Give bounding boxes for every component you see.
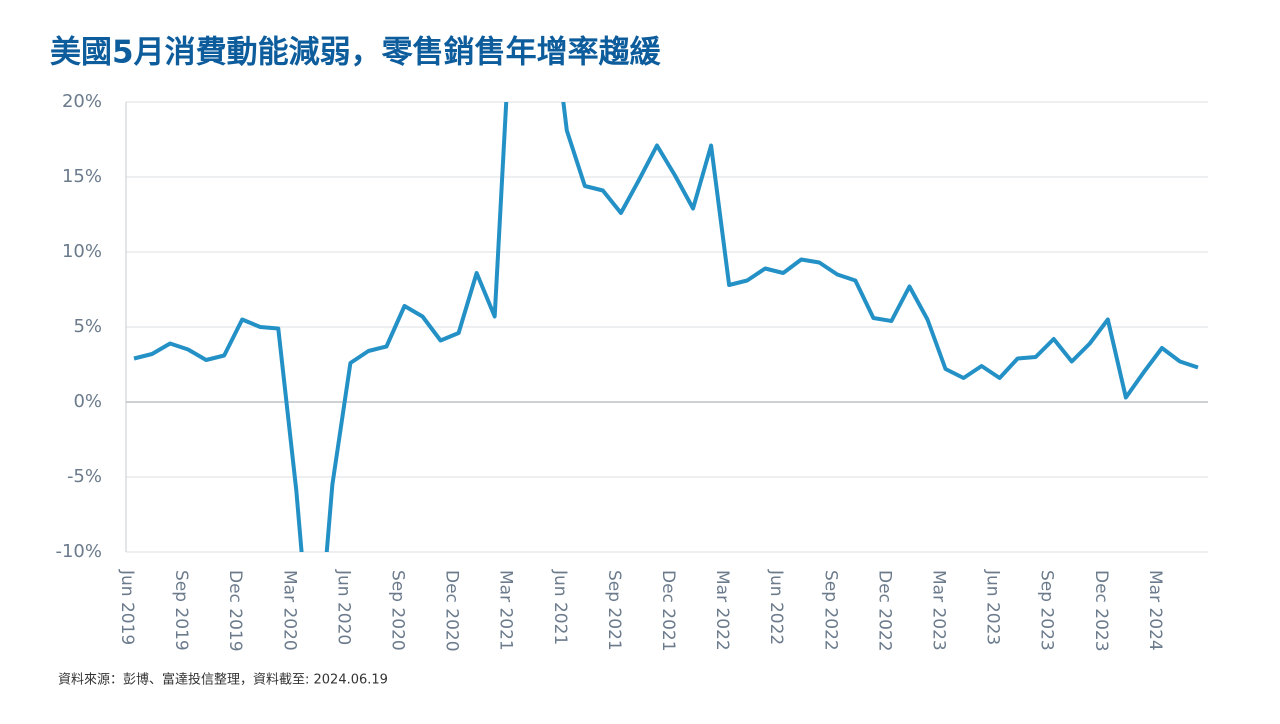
x-tick-label: Jun 2019 [117, 569, 137, 645]
chart-title: 美國5月消費動能減弱，零售銷售年增率趨緩 [50, 35, 662, 71]
y-tick-label: -10% [55, 541, 102, 562]
x-tick-label: Sep 2023 [1037, 570, 1057, 651]
data-line [133, 102, 1199, 552]
x-tick-label: Mar 2020 [279, 570, 299, 651]
y-tick-label: 10% [62, 241, 102, 262]
x-tick-label: Dec 2020 [442, 570, 462, 652]
x-tick-label: Dec 2021 [658, 570, 678, 652]
source-note: 資料來源：彭博、富達投信整理，資料截至: 2024.06.19 [58, 672, 388, 688]
x-tick-label: Sep 2020 [388, 570, 408, 651]
x-tick-label: Dec 2022 [874, 570, 894, 652]
x-tick-label: Mar 2021 [496, 570, 516, 651]
x-tick-label: Jun 2021 [550, 569, 570, 645]
y-tick-label: -5% [67, 466, 102, 487]
x-tick-label: Dec 2023 [1091, 570, 1111, 652]
y-tick-label: 20% [62, 91, 102, 112]
x-tick-label: Mar 2024 [1145, 570, 1165, 651]
x-tick-label: Sep 2019 [171, 570, 191, 651]
x-tick-label: Mar 2022 [712, 570, 732, 651]
x-tick-label: Jun 2023 [983, 569, 1003, 645]
y-tick-label: 15% [62, 166, 102, 187]
x-tick-label: Jun 2022 [766, 569, 786, 645]
x-tick-label: Sep 2022 [820, 570, 840, 651]
y-tick-label: 0% [73, 391, 102, 412]
x-tick-label: Mar 2023 [929, 570, 949, 651]
x-tick-label: Sep 2021 [604, 570, 624, 651]
y-tick-label: 5% [73, 316, 102, 337]
x-tick-label: Jun 2020 [333, 569, 353, 645]
x-tick-label: Dec 2019 [225, 570, 245, 652]
